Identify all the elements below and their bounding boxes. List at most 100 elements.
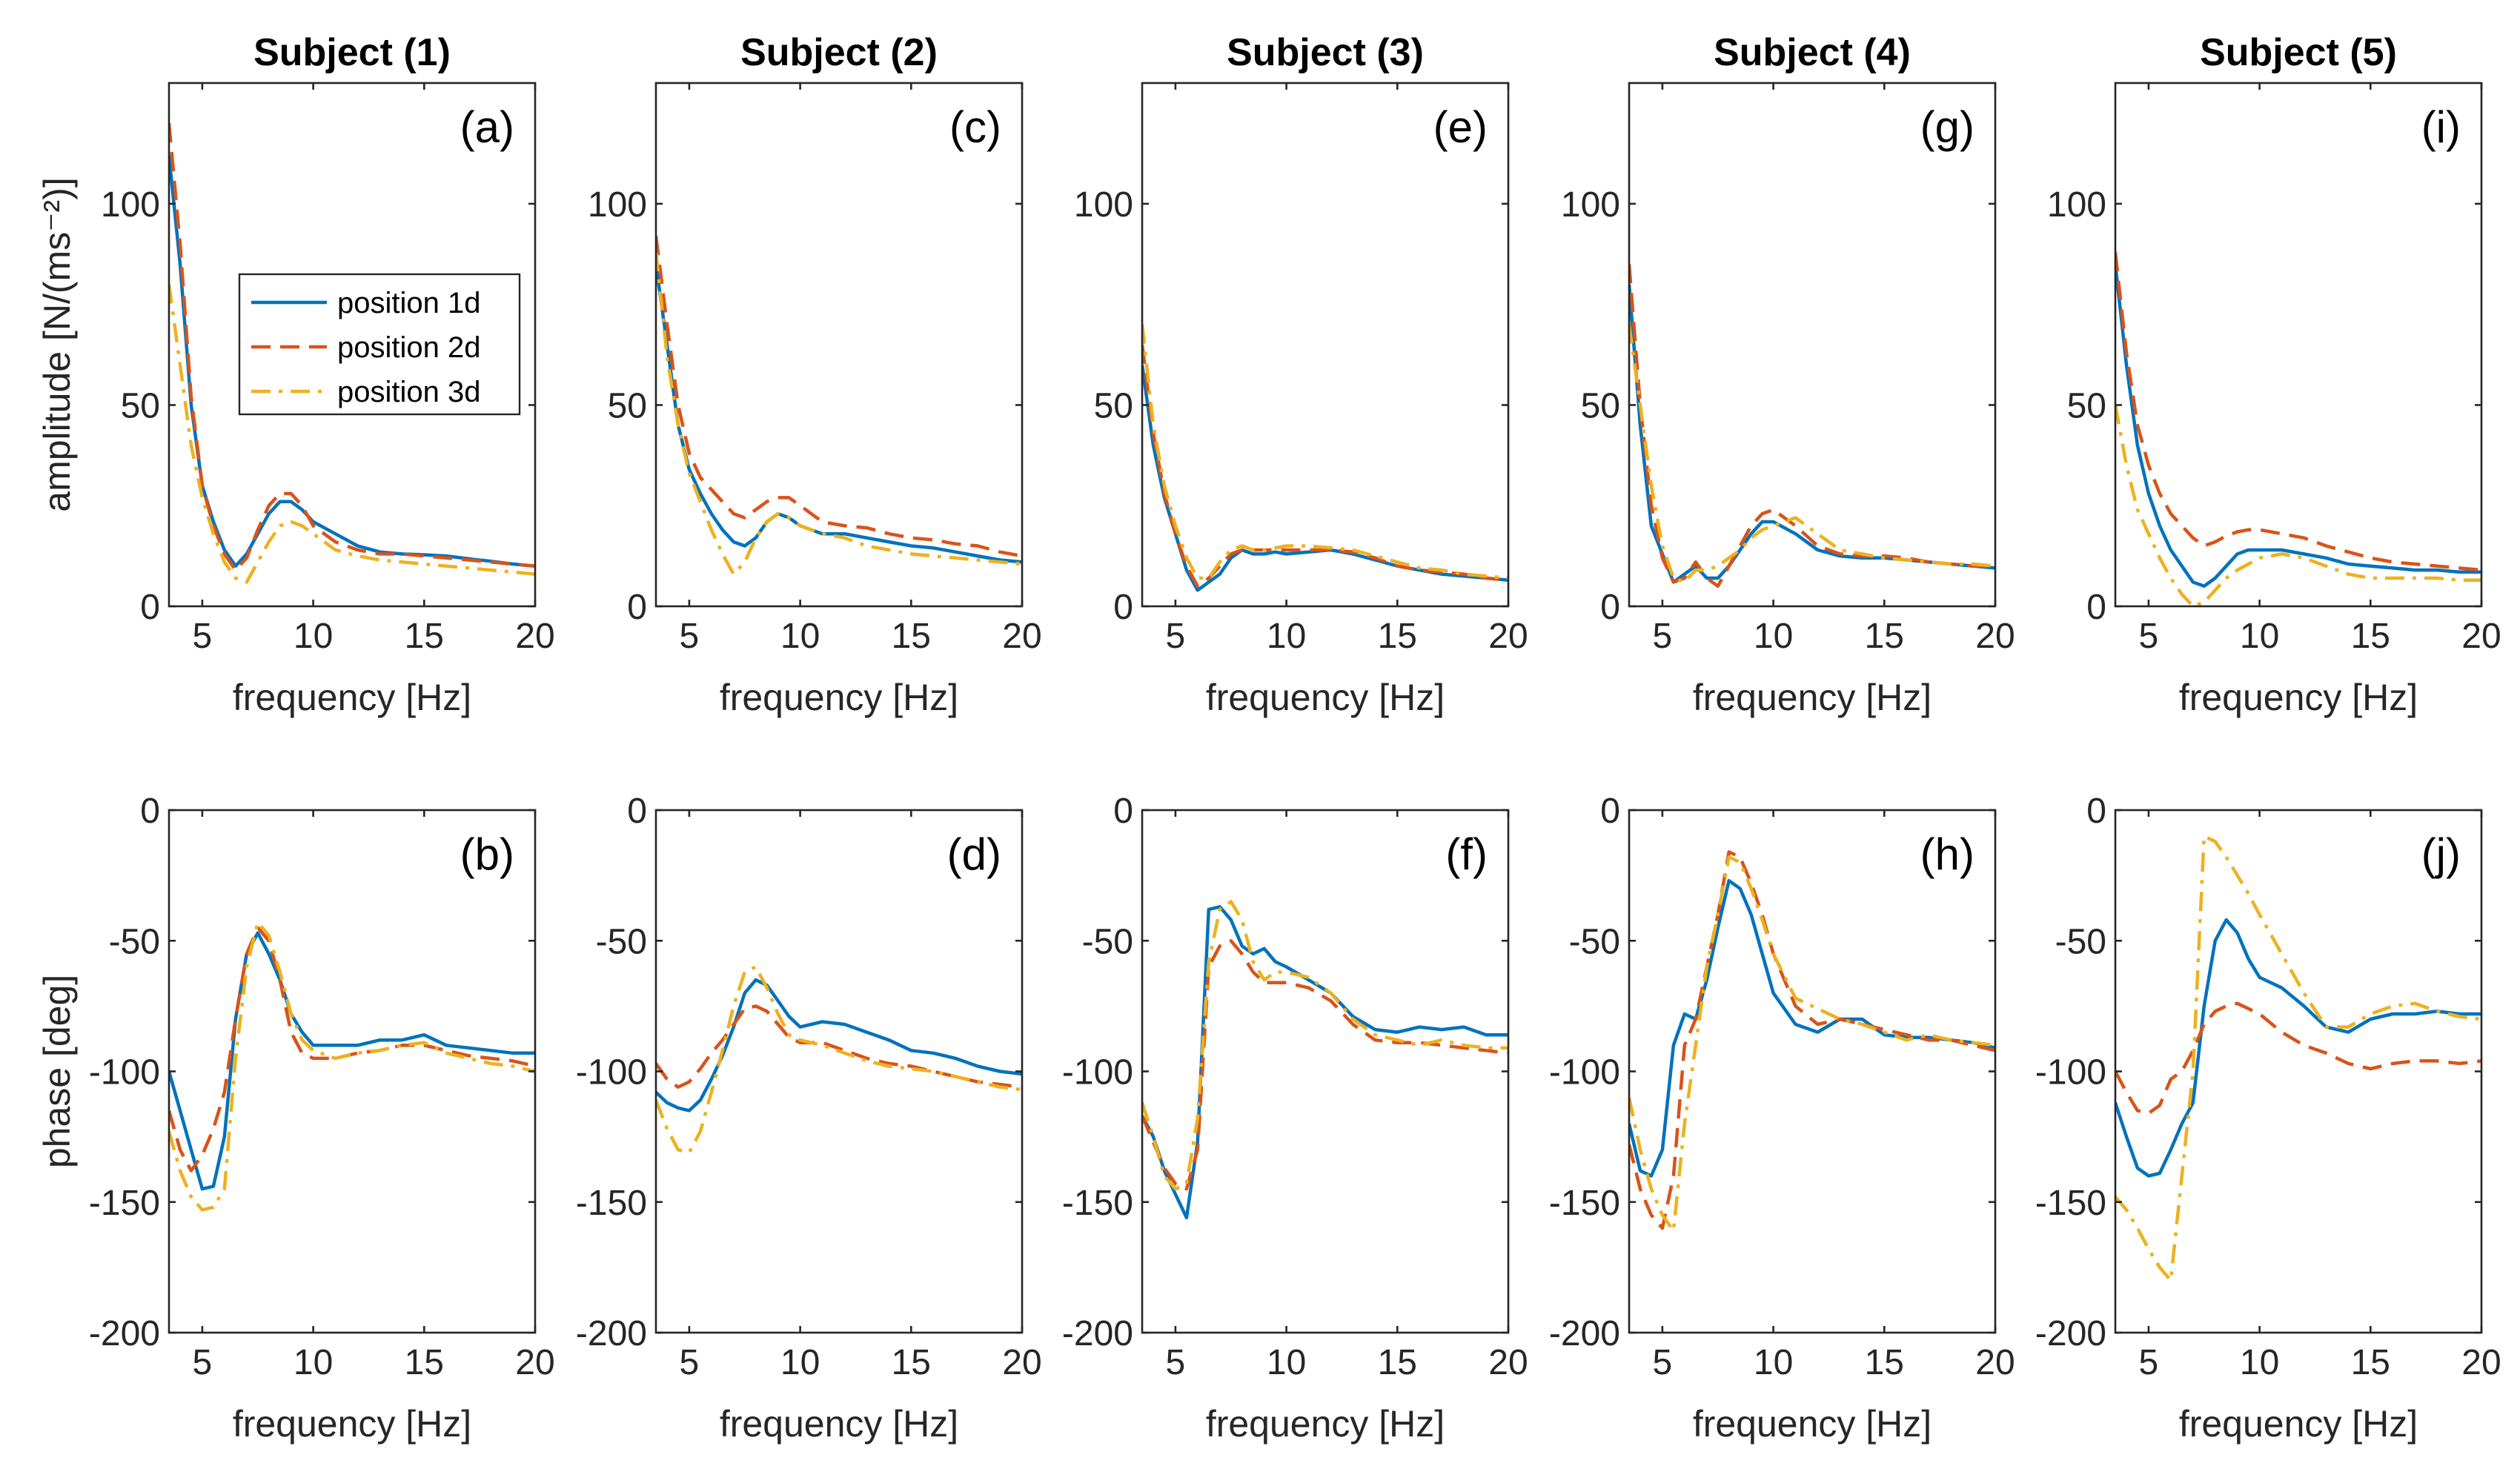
x-axis-title: frequency [Hz] [2179, 677, 2418, 718]
panel-amplitude: 5 10 15 20 0 50 100 (e) frequency [Hz] [1074, 82, 1528, 718]
x-tick-label: 20 [2461, 617, 2501, 656]
y-tick-label: -50 [596, 922, 647, 961]
series-group [2115, 835, 2481, 1282]
y-tick-label: -100 [89, 1053, 160, 1093]
x-tick-label: 20 [1002, 617, 1041, 656]
axes-frame [1141, 82, 1510, 608]
x-tick-label: 15 [1378, 617, 1417, 656]
x-tick-label: 15 [1865, 1343, 1904, 1382]
axes-frame [654, 809, 1024, 1334]
y-tick-label: -150 [2035, 1184, 2106, 1223]
y-tick-label: -50 [2055, 922, 2106, 961]
y-tick-label: 0 [627, 588, 647, 627]
legend: position 1d position 2d position 3d [238, 273, 521, 416]
x-tick-label: 15 [2351, 1343, 2390, 1382]
x-tick-label: 10 [1754, 617, 1793, 656]
x-tick-label: 15 [1378, 1343, 1417, 1382]
y-tick-label: 0 [1600, 588, 1620, 627]
subject-title: Subject (1) [253, 31, 451, 74]
legend-label: position 2d [337, 331, 480, 364]
y-tick-label: -100 [1549, 1053, 1620, 1093]
series-line-position-2d [656, 236, 1022, 558]
y-tick-label: -200 [2035, 1314, 2106, 1353]
y-tick-label: -150 [1062, 1184, 1133, 1223]
y-tick-label: -200 [1062, 1314, 1133, 1353]
axes-frame [2114, 809, 2483, 1334]
series-line-position-3d [2115, 405, 2481, 606]
panel-phase: 5 10 15 20 -200 -150 -100 -50 0 (h) frequency [Hz] [1549, 792, 2015, 1445]
x-tick-label: 5 [680, 617, 700, 656]
y-tick-label: 50 [608, 386, 647, 425]
panel-phase: 5 10 15 20 -200 -150 -100 -50 0 (j) frequency [Hz] [2035, 792, 2501, 1445]
y-axis-title: phase [deg] [36, 975, 78, 1168]
x-tick-label: 10 [1754, 1343, 1793, 1382]
y-tick-label: 100 [1561, 185, 1620, 225]
panel-letter: (g) [1920, 102, 1974, 152]
series-line-position-3d [1629, 324, 1995, 584]
x-tick-label: 10 [2240, 1343, 2279, 1382]
y-tick-label: 50 [121, 386, 160, 425]
x-axis-title: frequency [Hz] [233, 677, 471, 718]
x-tick-label: 10 [294, 617, 333, 656]
series-line-position-2d [1629, 264, 1995, 589]
x-axis-title: frequency [Hz] [1206, 677, 1445, 718]
y-tick-label: 100 [101, 185, 160, 225]
x-tick-label: 5 [680, 1343, 700, 1382]
panel-amplitude: 5 10 15 20 0 50 100 (g) frequency [Hz] [1561, 82, 2015, 718]
x-tick-label: 10 [1267, 1343, 1306, 1382]
subject-title: Subject (5) [2200, 31, 2397, 74]
axes-frame [168, 809, 537, 1334]
series-line-position-2d [1142, 939, 1508, 1191]
y-tick-label: 0 [140, 588, 160, 627]
y-tick-label: -50 [1082, 922, 1133, 961]
y-tick-label: 0 [627, 792, 647, 831]
series-line-position-2d [169, 123, 535, 572]
x-tick-label: 15 [892, 1343, 931, 1382]
y-tick-label: -200 [576, 1314, 647, 1353]
y-tick-label: -50 [1569, 922, 1620, 961]
series-group [656, 236, 1022, 576]
series-group [169, 921, 535, 1212]
x-tick-label: 10 [1267, 617, 1306, 656]
series-line-position-1d [656, 978, 1022, 1113]
x-tick-label: 10 [780, 617, 820, 656]
x-tick-label: 5 [2139, 617, 2159, 656]
series-line-position-1d [2115, 264, 2481, 589]
subject-title: Subject (2) [740, 31, 938, 74]
y-tick-label: -150 [576, 1184, 647, 1223]
panel-letter: (e) [1433, 102, 1488, 152]
x-tick-label: 15 [405, 617, 444, 656]
x-tick-label: 10 [294, 1343, 333, 1382]
series-group [1629, 264, 1995, 589]
axes-frame [1141, 809, 1510, 1334]
series-group [2115, 251, 2481, 606]
y-tick-label: 0 [1600, 792, 1620, 831]
y-tick-label: -100 [2035, 1053, 2106, 1093]
series-line-position-1d [169, 931, 535, 1191]
series-line-position-2d [169, 926, 535, 1173]
x-tick-label: 20 [1488, 617, 1528, 656]
x-tick-label: 15 [405, 1343, 444, 1382]
series-line-position-3d [1142, 324, 1508, 580]
series-line-position-2d [656, 1004, 1022, 1089]
x-tick-label: 5 [1166, 1343, 1186, 1382]
x-axis-title: frequency [Hz] [1693, 1403, 1932, 1445]
series-line-position-3d [1629, 855, 1995, 1233]
y-tick-label: 0 [2086, 588, 2106, 627]
y-tick-label: 100 [588, 185, 647, 225]
panel-amplitude: 5 10 15 20 0 50 100 (c) frequency [Hz] [588, 82, 1042, 718]
x-tick-label: 15 [2351, 617, 2390, 656]
legend-box [238, 273, 521, 416]
x-tick-label: 20 [1002, 1343, 1041, 1382]
x-tick-label: 5 [1653, 617, 1673, 656]
panel-amplitude: 5 10 15 20 0 50 100 (i) frequency [Hz] [2047, 82, 2501, 718]
series-line-position-1d [1142, 905, 1508, 1220]
x-tick-label: 5 [2139, 1343, 2159, 1382]
panel-letter: (f) [1445, 829, 1488, 879]
series-line-position-1d [1629, 878, 1995, 1178]
series-group [656, 965, 1022, 1155]
x-tick-label: 20 [515, 1343, 554, 1382]
x-tick-label: 20 [515, 617, 554, 656]
series-line-position-1d [656, 264, 1022, 564]
series-line-position-3d [1142, 900, 1508, 1191]
